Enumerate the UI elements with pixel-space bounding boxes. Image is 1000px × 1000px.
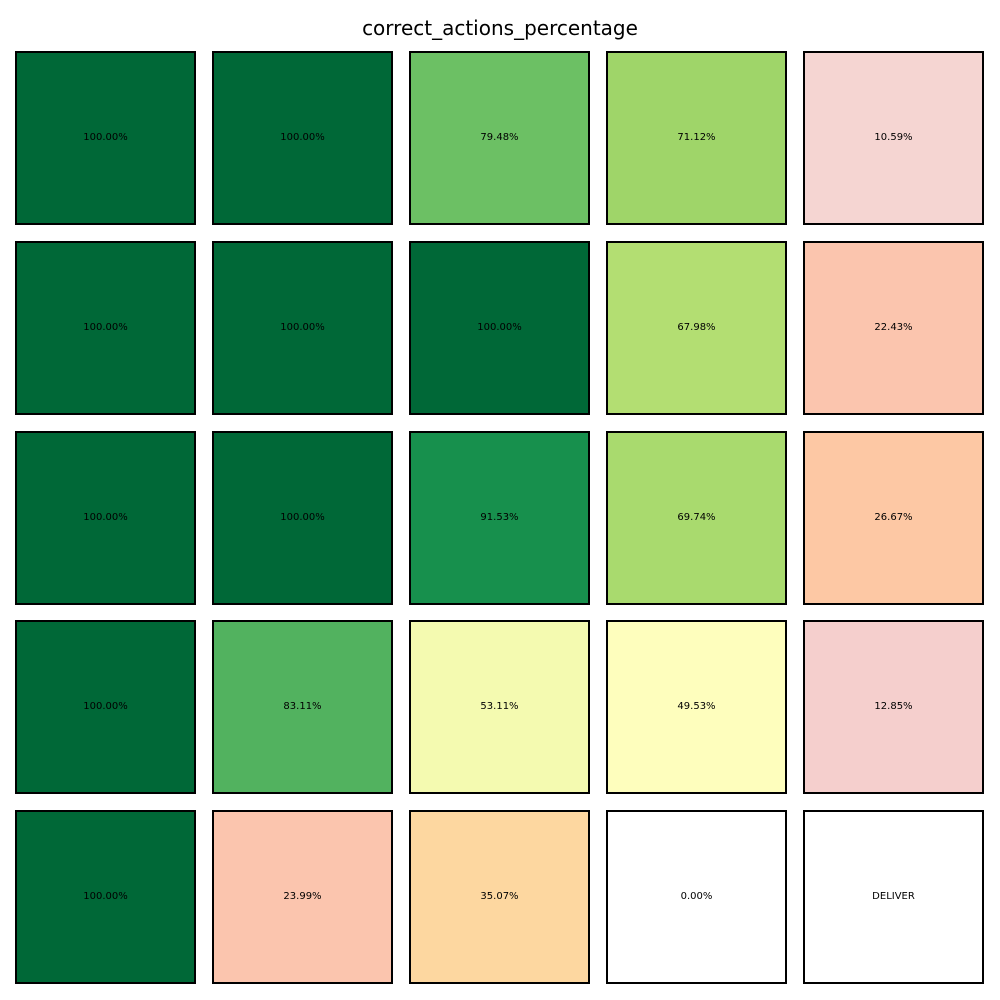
heatmap-cell: 100.00% bbox=[15, 810, 196, 984]
chart-title: correct_actions_percentage bbox=[362, 16, 638, 40]
cell-value-label: 71.12% bbox=[677, 132, 716, 143]
cell-value-label: 35.07% bbox=[480, 891, 519, 902]
cell-value-label: 100.00% bbox=[83, 891, 128, 902]
heatmap-cell: 100.00% bbox=[15, 431, 196, 605]
cell-value-label: 23.99% bbox=[283, 891, 322, 902]
heatmap-cell: 100.00% bbox=[212, 431, 393, 605]
heatmap-cell: 53.11% bbox=[409, 620, 590, 794]
heatmap-cell: 26.67% bbox=[803, 431, 984, 605]
heatmap-cell: 67.98% bbox=[606, 241, 787, 415]
heatmap-cell: 71.12% bbox=[606, 51, 787, 225]
heatmap-cell: 10.59% bbox=[803, 51, 984, 225]
heatmap-cell: 79.48% bbox=[409, 51, 590, 225]
cell-value-label: 69.74% bbox=[677, 512, 716, 523]
heatmap-cell: 23.99% bbox=[212, 810, 393, 984]
heatmap-cell: 100.00% bbox=[15, 51, 196, 225]
heatmap-cell: 100.00% bbox=[212, 241, 393, 415]
cell-value-label: 10.59% bbox=[874, 132, 913, 143]
cell-value-label: 12.85% bbox=[874, 701, 913, 712]
cell-value-label: 53.11% bbox=[480, 701, 519, 712]
heatmap-cell: 69.74% bbox=[606, 431, 787, 605]
heatmap-cell: DELIVER bbox=[803, 810, 984, 984]
cell-value-label: 100.00% bbox=[83, 322, 128, 333]
cell-value-label: 49.53% bbox=[677, 701, 716, 712]
heatmap-cell: 91.53% bbox=[409, 431, 590, 605]
heatmap-cell: 100.00% bbox=[409, 241, 590, 415]
cell-value-label: 100.00% bbox=[477, 322, 522, 333]
heatmap-cell: 49.53% bbox=[606, 620, 787, 794]
cell-value-label: 83.11% bbox=[283, 701, 322, 712]
cell-value-label: 91.53% bbox=[480, 512, 519, 523]
cell-value-label: 67.98% bbox=[677, 322, 716, 333]
cell-value-label: 100.00% bbox=[280, 132, 325, 143]
cell-value-label: 26.67% bbox=[874, 512, 913, 523]
cell-value-label: 79.48% bbox=[480, 132, 519, 143]
heatmap-cell: 100.00% bbox=[15, 241, 196, 415]
cell-value-label: 100.00% bbox=[83, 701, 128, 712]
heatmap-cell: 100.00% bbox=[15, 620, 196, 794]
heatmap-cell: 35.07% bbox=[409, 810, 590, 984]
cell-value-label: 100.00% bbox=[83, 512, 128, 523]
heatmap-cell: 22.43% bbox=[803, 241, 984, 415]
cell-value-label: DELIVER bbox=[872, 891, 915, 902]
cell-value-label: 22.43% bbox=[874, 322, 913, 333]
cell-value-label: 100.00% bbox=[280, 512, 325, 523]
heatmap-cell: 0.00% bbox=[606, 810, 787, 984]
cell-value-label: 100.00% bbox=[280, 322, 325, 333]
cell-value-label: 0.00% bbox=[680, 891, 713, 902]
heatmap-cell: 12.85% bbox=[803, 620, 984, 794]
heatmap-cell: 83.11% bbox=[212, 620, 393, 794]
cell-value-label: 100.00% bbox=[83, 132, 128, 143]
heatmap-cell: 100.00% bbox=[212, 51, 393, 225]
